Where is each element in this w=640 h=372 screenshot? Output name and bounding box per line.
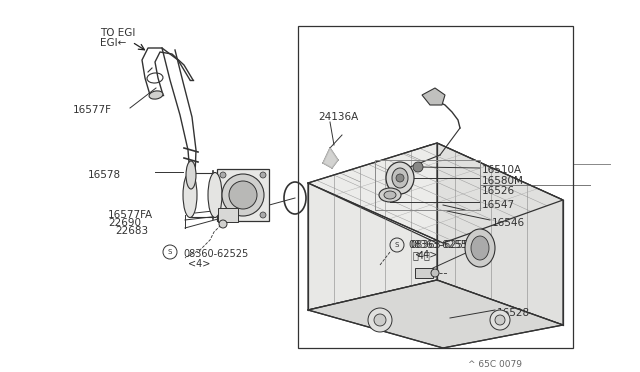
Text: 16577FA: 16577FA [108, 210, 153, 220]
Polygon shape [308, 280, 563, 348]
Ellipse shape [384, 191, 396, 199]
Ellipse shape [183, 173, 197, 218]
Text: 08360-62525: 08360-62525 [183, 249, 248, 259]
Text: 16546: 16546 [492, 218, 525, 228]
Circle shape [396, 174, 404, 182]
Text: EGI←: EGI← [100, 38, 126, 48]
Bar [217, 169, 269, 221]
Text: 16510A: 16510A [482, 165, 522, 175]
Polygon shape [310, 145, 560, 242]
Text: 08363-6255D: 08363-6255D [410, 240, 477, 250]
Ellipse shape [186, 161, 196, 189]
Text: 16577F: 16577F [73, 105, 112, 115]
Text: 08363-6255D: 08363-6255D [408, 240, 475, 250]
Circle shape [368, 308, 392, 332]
Polygon shape [437, 143, 563, 325]
Circle shape [413, 162, 423, 172]
Text: 16578: 16578 [88, 170, 121, 180]
Text: ^ 65C 0079: ^ 65C 0079 [468, 360, 522, 369]
Text: 16528: 16528 [497, 308, 530, 318]
Text: 〈4）: 〈4） [413, 250, 431, 260]
Text: 22683: 22683 [115, 226, 148, 236]
Bar [375, 160, 480, 210]
Circle shape [260, 212, 266, 218]
Ellipse shape [392, 168, 408, 188]
Polygon shape [422, 88, 445, 105]
Text: 16547: 16547 [482, 200, 515, 210]
Bar [298, 26, 573, 348]
Ellipse shape [379, 188, 401, 202]
Ellipse shape [471, 236, 489, 260]
Circle shape [374, 314, 386, 326]
Ellipse shape [149, 91, 163, 99]
Ellipse shape [208, 173, 222, 218]
Text: S: S [168, 249, 172, 255]
Polygon shape [323, 148, 338, 168]
Circle shape [219, 220, 227, 228]
Ellipse shape [222, 174, 264, 216]
Text: 16580M: 16580M [482, 176, 524, 186]
Bar [415, 268, 433, 278]
Bar [218, 208, 238, 222]
Text: 24136A: 24136A [318, 112, 358, 122]
Text: <4>: <4> [188, 259, 211, 269]
Circle shape [220, 172, 226, 178]
Text: 16526: 16526 [482, 186, 515, 196]
Ellipse shape [386, 162, 414, 194]
Circle shape [495, 315, 505, 325]
Circle shape [220, 212, 226, 218]
Text: <4>: <4> [415, 250, 437, 260]
Polygon shape [308, 183, 437, 310]
Ellipse shape [229, 181, 257, 209]
Text: TO EGI: TO EGI [100, 28, 136, 38]
Polygon shape [308, 143, 563, 243]
Circle shape [490, 310, 510, 330]
Text: 22690: 22690 [108, 218, 141, 228]
Ellipse shape [465, 229, 495, 267]
Text: S: S [395, 242, 399, 248]
Circle shape [260, 172, 266, 178]
Ellipse shape [431, 269, 439, 277]
